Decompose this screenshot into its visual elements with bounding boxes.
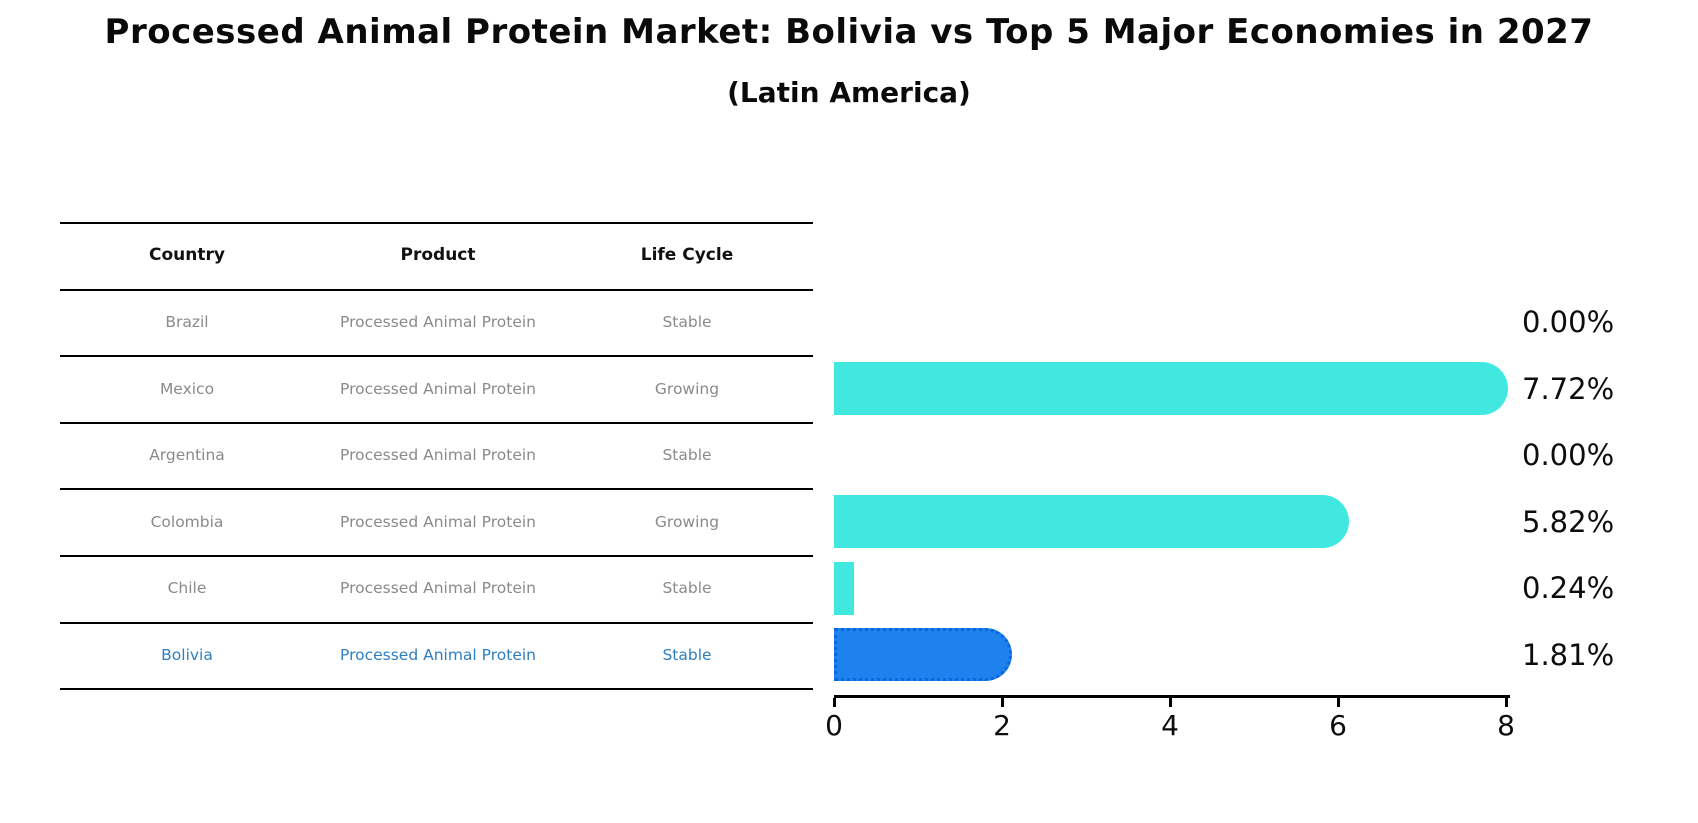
bar-value-label: 0.00%	[1522, 304, 1615, 339]
table-rule	[60, 488, 813, 491]
x-axis-tick-label: 8	[1497, 709, 1515, 742]
x-axis-tick	[1168, 698, 1172, 707]
table-cell-country: Brazil	[165, 312, 209, 331]
table-cell-life_cycle: Stable	[662, 645, 712, 664]
table-cell-life_cycle: Growing	[654, 379, 720, 398]
table-cell-country: Argentina	[149, 446, 225, 465]
table-rule	[60, 288, 813, 291]
x-axis-tick	[1000, 698, 1004, 707]
table-cell-product: Processed Animal Protein	[340, 379, 536, 398]
table-cell-product: Processed Animal Protein	[340, 446, 536, 465]
table-rule	[60, 421, 813, 424]
table-cell-product: Processed Animal Protein	[340, 512, 536, 531]
x-axis-tick	[1504, 698, 1508, 707]
bar-value-label: 0.24%	[1522, 571, 1615, 606]
x-axis-tick	[1336, 698, 1340, 707]
table-cell-country: Chile	[167, 579, 207, 598]
table-cell-life_cycle: Stable	[662, 579, 712, 598]
table-cell-country: Bolivia	[161, 645, 213, 664]
table-rule	[60, 621, 813, 624]
table-cell-life_cycle: Growing	[654, 512, 720, 531]
table-cell-product: Processed Animal Protein	[340, 312, 536, 331]
bar-bolivia	[834, 628, 1013, 682]
table-rule	[60, 688, 813, 691]
table-rule	[60, 355, 813, 358]
chart-subtitle: (Latin America)	[727, 76, 971, 109]
x-axis-tick-label: 4	[1161, 709, 1179, 742]
table-rule	[60, 222, 813, 224]
column-header: Product	[400, 245, 476, 266]
x-axis-tick	[832, 698, 836, 707]
bar-chile	[834, 561, 855, 615]
chart-title: Processed Animal Protein Market: Bolivia…	[104, 12, 1594, 52]
bar-colombia	[834, 495, 1349, 549]
table-cell-country: Colombia	[150, 512, 224, 531]
bar-value-label: 7.72%	[1522, 371, 1615, 406]
table-cell-product: Processed Animal Protein	[340, 579, 536, 598]
column-header: Country	[149, 245, 225, 266]
x-axis-tick-label: 0	[825, 709, 843, 742]
table-cell-country: Mexico	[159, 379, 215, 398]
table-rule	[60, 555, 813, 557]
x-axis-tick-label: 2	[993, 709, 1011, 742]
bar-value-label: 5.82%	[1522, 504, 1615, 539]
x-axis-line	[834, 695, 1510, 698]
table-cell-life_cycle: Stable	[662, 312, 712, 331]
table-cell-life_cycle: Stable	[662, 446, 712, 465]
x-axis-tick-label: 6	[1329, 709, 1347, 742]
bar-mexico	[834, 362, 1509, 415]
table-cell-product: Processed Animal Protein	[340, 645, 536, 664]
column-header: Life Cycle	[640, 245, 734, 266]
bar-value-label: 0.00%	[1522, 438, 1615, 473]
bar-value-label: 1.81%	[1522, 637, 1615, 672]
